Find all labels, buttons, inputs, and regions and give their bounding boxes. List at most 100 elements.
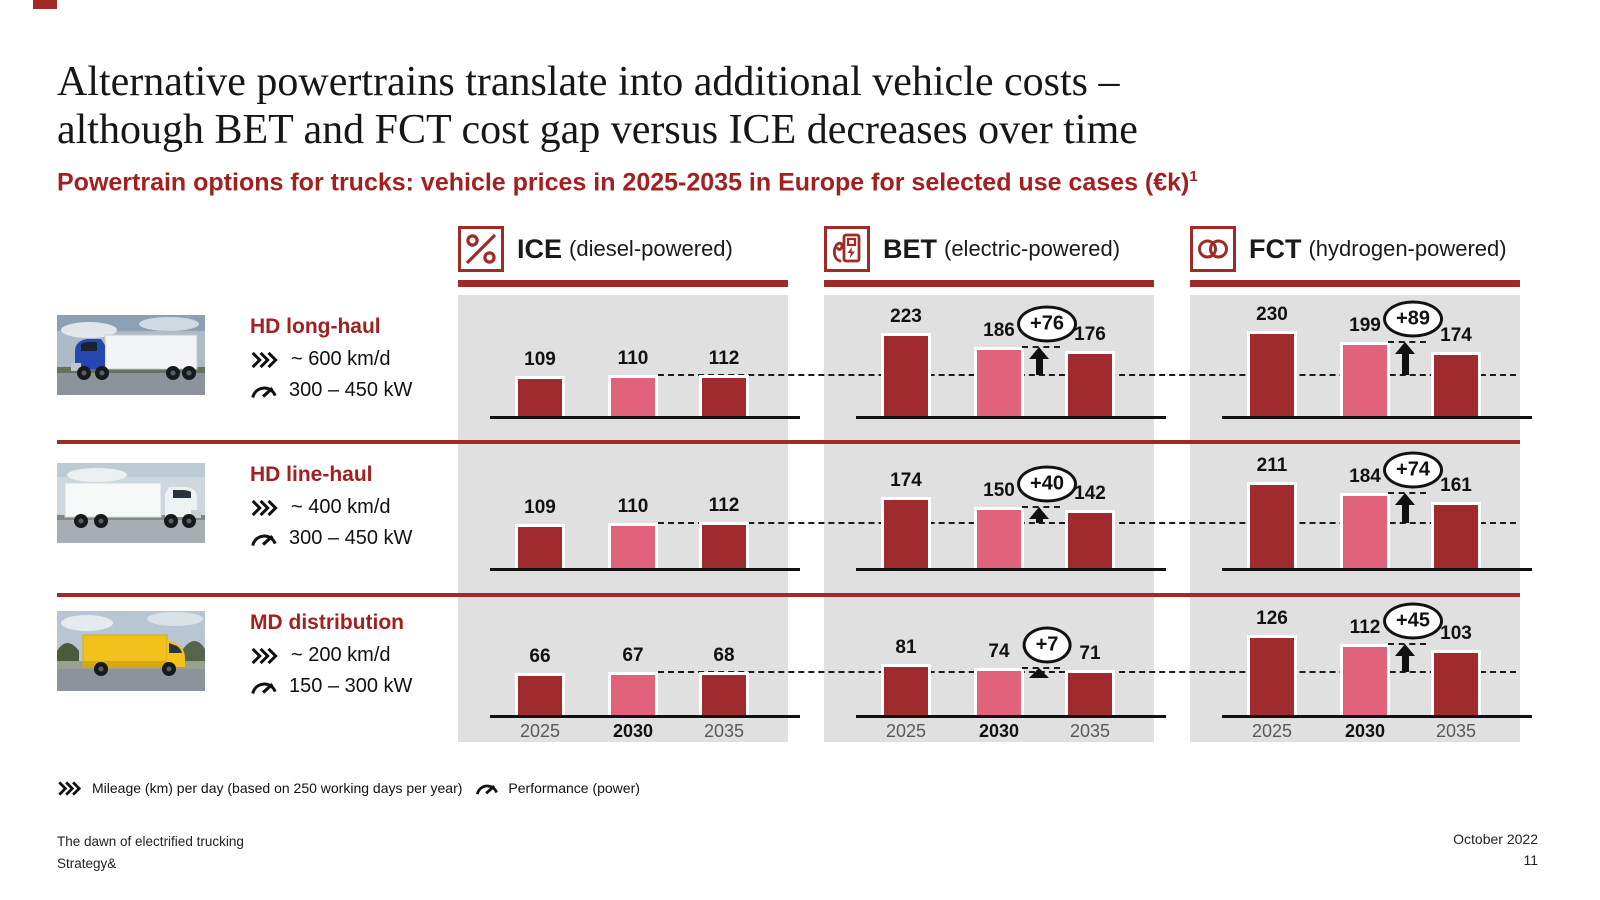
axis-BET-row2 — [856, 715, 1166, 718]
bar-value-label: 109 — [524, 496, 556, 518]
performance-gauge-icon — [251, 386, 277, 398]
bar-value-label: 142 — [1074, 483, 1106, 505]
truck-photo-hd-long-haul — [57, 315, 205, 395]
footnote-marker: 1 — [1189, 168, 1198, 185]
use-case-row-hd-long-haul: HD long-haul ~ 600 km/d 300 – 450 kW — [57, 315, 457, 405]
bar-BET-MD distribution-2030 — [974, 668, 1024, 715]
use-case-label: HD line-haul — [250, 463, 373, 486]
footer-brand: Strategy& — [57, 856, 117, 871]
power-line: 300 – 450 kW — [250, 379, 412, 402]
delta-arrow-head — [1029, 506, 1049, 519]
axis-FCT-row1 — [1222, 568, 1532, 571]
axis-FCT-row2 — [1222, 715, 1532, 718]
bar-value-label: 74 — [988, 641, 1010, 662]
bar-value-label: 186 — [983, 320, 1015, 342]
bar-FCT-HD long-haul-2025 — [1247, 330, 1297, 416]
bar-ICE-HD long-haul-2035 — [699, 374, 749, 416]
delta-badge: +45 — [1383, 602, 1443, 640]
delta-arrow-shaft — [1035, 518, 1043, 524]
performance-gauge-icon — [251, 682, 277, 694]
bar-value-label: 174 — [1440, 324, 1472, 346]
bar-BET-HD long-haul-2025 — [881, 333, 931, 416]
bar-value-label: 174 — [890, 470, 922, 491]
row-divider-2 — [57, 593, 1520, 597]
chart-title-text: Powertrain options for trucks: vehicle p… — [57, 168, 1190, 197]
mileage-value: ~ 400 km/d — [291, 496, 391, 518]
footer-right: October 2022 11 — [1453, 829, 1538, 871]
bar-ICE-MD distribution-2025 — [515, 673, 565, 715]
year-label-2030: 2030 — [1344, 721, 1386, 741]
bar-FCT-HD line-haul-2030 — [1340, 492, 1390, 568]
header-bet-sublabel: (electric-powered) — [944, 236, 1121, 261]
delta-arrow-shaft — [1401, 354, 1409, 376]
mileage-value: ~ 600 km/d — [291, 348, 391, 370]
bar-value-label: 112 — [1349, 616, 1381, 638]
delta-arrow-head — [1395, 643, 1415, 656]
mileage-line: ~ 600 km/d — [250, 348, 412, 371]
footer-report-title: The dawn of electrified trucking — [57, 834, 244, 849]
delta-arrow-shaft — [1401, 655, 1409, 673]
ev-charger-icon-svg — [832, 233, 861, 263]
bar-value-label: 112 — [708, 495, 740, 517]
chart-panel-ICE — [458, 295, 788, 742]
delta-badge: +40 — [1017, 465, 1077, 503]
year-label-2025: 2025 — [519, 721, 561, 741]
chart-title: Powertrain options for trucks: vehicle p… — [57, 168, 1198, 197]
page-title: Alternative powertrains translate into a… — [57, 58, 1138, 154]
bar-FCT-MD distribution-2025 — [1247, 634, 1297, 715]
engine-icon-svg — [465, 233, 497, 265]
header-underline-fct — [1190, 280, 1520, 287]
header-fct-label: FCT — [1249, 233, 1302, 264]
use-case-row-md-distribution: MD distribution ~ 200 km/d 150 – 300 kW — [57, 611, 457, 701]
bar-FCT-MD distribution-2035 — [1431, 649, 1481, 715]
bar-value-label: 66 — [529, 646, 551, 668]
delta-arrow-head — [1029, 668, 1049, 678]
delta-arrow-head — [1029, 347, 1049, 360]
mileage-line: ~ 400 km/d — [250, 496, 412, 519]
use-case-texts: HD line-haul ~ 400 km/d 300 – 450 kW — [250, 463, 412, 558]
bar-FCT-MD distribution-2030 — [1340, 643, 1390, 715]
bar-BET-MD distribution-2035 — [1065, 669, 1115, 715]
axis-BET-row0 — [856, 416, 1166, 419]
power-value: 150 – 300 kW — [289, 675, 413, 697]
performance-gauge-icon — [251, 534, 277, 546]
truck-photo-md-distribution-svg — [57, 611, 205, 691]
bar-value-label: 71 — [1079, 642, 1101, 664]
delta-arrow-head — [1395, 342, 1415, 355]
power-value: 300 – 450 kW — [289, 527, 413, 549]
truck-photo-hd-line-haul-svg — [57, 463, 205, 543]
delta-badge: +74 — [1383, 451, 1443, 489]
performance-gauge-icon — [476, 784, 499, 795]
bar-value-label: 161 — [1440, 475, 1472, 497]
bar-value-label: 112 — [708, 347, 740, 369]
use-case-texts: MD distribution ~ 200 km/d 150 – 300 kW — [250, 611, 412, 706]
truck-photo-md-distribution — [57, 611, 205, 691]
use-case-label: HD long-haul — [250, 315, 381, 338]
year-label-2035: 2035 — [1069, 721, 1111, 741]
header-ice-label: ICE — [517, 233, 563, 264]
bar-BET-MD distribution-2025 — [881, 663, 931, 715]
header-underline-bet — [824, 280, 1154, 287]
delta-badge: +89 — [1383, 300, 1443, 338]
year-label-2035: 2035 — [703, 721, 745, 741]
mileage-chevrons-icon — [251, 647, 278, 664]
header-underline-ice — [458, 280, 788, 287]
power-line: 300 – 450 kW — [250, 527, 412, 550]
bar-value-label: 110 — [617, 348, 649, 370]
legend-mileage-text: Mileage (km) per day (based on 250 worki… — [92, 780, 463, 796]
bar-BET-HD line-haul-2035 — [1065, 510, 1115, 568]
engine-icon — [458, 226, 504, 272]
mileage-chevrons-icon — [58, 780, 82, 796]
delta-arrow-shaft — [1401, 504, 1409, 524]
axis-ICE-row1 — [490, 568, 800, 571]
bar-ICE-HD line-haul-2025 — [515, 523, 565, 568]
footer-page-number: 11 — [1523, 852, 1538, 868]
delta-arrow-shaft — [1035, 359, 1043, 376]
axis-FCT-row0 — [1222, 416, 1532, 419]
bar-FCT-HD line-haul-2035 — [1431, 502, 1481, 568]
bar-ICE-HD long-haul-2030 — [608, 375, 658, 416]
bar-ICE-HD line-haul-2035 — [699, 522, 749, 568]
power-value: 300 – 450 kW — [289, 379, 413, 401]
footer-date: October 2022 — [1453, 831, 1538, 847]
